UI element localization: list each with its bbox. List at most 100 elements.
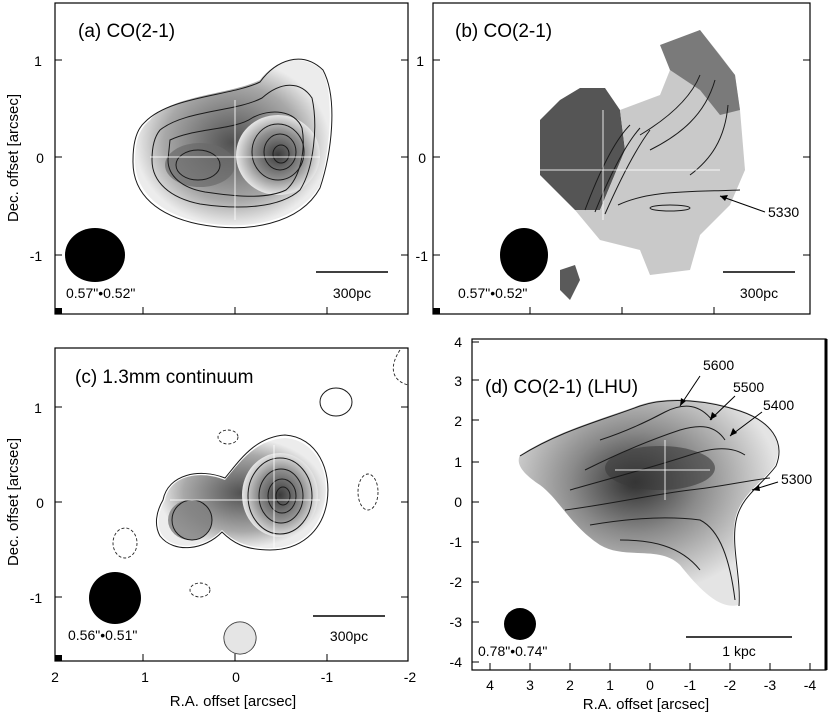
panel-d-xtick-m2: -2 (724, 677, 737, 693)
panel-d-annotation-5600: 5600 (703, 357, 734, 373)
panel-b-corner-mark (433, 308, 440, 314)
panel-b-blue-side (540, 88, 625, 210)
panel-d-ytick-m4: -4 (450, 654, 463, 670)
panel-d-annotation-5400: 5400 (763, 397, 794, 413)
panel-c: 1 0 -1 2 1 0 -1 -2 (c) 1.3mm continuum 0… (30, 347, 417, 710)
panel-a-contour-3 (167, 111, 304, 197)
panel-b-annotation: 5330 (768, 204, 799, 220)
panel-c-contour-3 (247, 457, 313, 535)
panel-b-ytick-1: 1 (416, 53, 424, 69)
panel-a-label: (a) CO(2-1) (78, 21, 175, 42)
panel-b-red-side (660, 30, 740, 115)
panel-c-contour-5 (267, 478, 297, 514)
panel-b-beam-size: 0.57"•0.52" (458, 285, 527, 301)
panel-c-xtick-2: 2 (51, 669, 59, 685)
panel-a-corner-mark (55, 308, 62, 314)
panel-c-negative-3 (357, 473, 379, 511)
panel-c-ytick-m1: -1 (30, 590, 43, 606)
panel-c-corner-mark (55, 655, 62, 661)
panel-d-ytick-1: 1 (454, 454, 462, 470)
panel-b-contour-1 (584, 124, 631, 211)
panel-d-beam (504, 608, 536, 640)
panel-b-annotation-arrowhead (720, 195, 728, 201)
top-ylabel: Dec. offset [arcsec] (5, 94, 22, 222)
panel-d-contour-5300 (564, 477, 771, 511)
panel-d-ytick-2: 2 (454, 413, 462, 429)
panel-d-contour-outer (519, 400, 780, 607)
panel-b-contour-5 (649, 79, 716, 151)
panel-a-contour-4 (175, 149, 221, 181)
panel-c-scalebar-label: 300pc (330, 628, 368, 644)
panel-c-ytick-0: 0 (36, 495, 44, 511)
panel-d-ytick-4: 4 (454, 334, 462, 350)
panel-d-ytick-m3: -3 (450, 614, 463, 630)
panel-d-xtick-0: 0 (646, 677, 654, 693)
panel-d-xtick-m4: -4 (804, 677, 817, 693)
panel-a-contour-1 (132, 58, 333, 229)
panel-b-contour-5330 (617, 189, 741, 206)
panel-b-beam (500, 228, 548, 282)
panel-c-contour-1 (155, 434, 329, 551)
panel-d-xtick-2: 2 (566, 677, 574, 693)
panel-d-contour-5500 (584, 426, 726, 471)
panel-d-label: (d) CO(2-1) (LHU) (485, 377, 638, 398)
panel-b-contour-small (649, 204, 691, 212)
panel-c-xtick-m1: -1 (321, 669, 334, 685)
panel-c-east-source (242, 453, 318, 537)
panel-b-scalebar-label: 300pc (740, 285, 778, 301)
panel-c-ytick-1: 1 (34, 400, 42, 416)
panel-d-contour-5400 (569, 448, 746, 491)
panel-c-negative-1 (217, 429, 239, 445)
panel-a-scalebar-label: 300pc (333, 285, 371, 301)
panel-c-west-source (168, 500, 212, 540)
panel-c-beam-size: 0.56"•0.51" (68, 627, 137, 643)
panel-d-xtick-m1: -1 (684, 677, 697, 693)
panel-c-negative-4 (189, 582, 211, 598)
panel-c-beam (89, 572, 141, 624)
panel-b-label: (b) CO(2-1) (455, 21, 552, 42)
panel-d-xtick-m3: -3 (764, 677, 777, 693)
panel-d-ytick-0: 0 (454, 494, 462, 510)
panel-c-xtick-1: 1 (141, 669, 149, 685)
panel-c-xtick-m2: -2 (404, 669, 417, 685)
panel-d-contour-5200 (589, 517, 736, 601)
panel-a-ytick-1: 1 (34, 53, 42, 69)
panel-d-xtick-3: 3 (526, 677, 534, 693)
panel-a-ytick-m1: -1 (30, 248, 43, 264)
panel-b-ytick-0: 0 (418, 150, 426, 166)
panel-c-contour-4 (258, 468, 304, 524)
panel-a-contour-5 (251, 123, 305, 181)
panel-c-negative-2 (112, 527, 138, 559)
panel-d-ytick-m2: -2 (450, 574, 463, 590)
panel-d-ytick-m1: -1 (450, 534, 463, 550)
panel-b-contour-3 (604, 129, 651, 215)
panel-d-contour-5600 (599, 405, 713, 441)
panel-a-contour-7 (272, 144, 290, 164)
panel-a-contour-6 (263, 133, 297, 171)
panel-a-contour-2 (151, 84, 316, 208)
panel-c-xlabel: R.A. offset [arcsec] (170, 693, 296, 710)
panel-d-beam-size: 0.78"•0.74" (478, 643, 547, 659)
panel-c-label: (c) 1.3mm continuum (75, 367, 253, 388)
panel-d-contour-5100 (619, 539, 701, 571)
panel-b-contour-2 (594, 127, 641, 213)
panel-b-blob-south (560, 265, 580, 300)
panel-d-core (605, 446, 715, 490)
panel-d: 5600 5500 5400 5300 4 3 2 1 0 -1 -2 -3 -… (450, 334, 828, 713)
panel-d-xlabel: R.A. offset [arcsec] (583, 696, 709, 713)
panel-a-ytick-0: 0 (36, 150, 44, 166)
panel-a-beam-size: 0.57"•0.52" (66, 285, 135, 301)
panel-c-xtick-0: 0 (232, 669, 240, 685)
panel-d-xtick-4: 4 (486, 677, 494, 693)
panel-d-ytick-3: 3 (454, 373, 462, 389)
panel-b-contour-4 (639, 74, 701, 136)
panel-a: 1 0 -1 (a) CO(2-1) 0.57"•0.52" 300pc (30, 2, 409, 315)
panel-d-xtick-1: 1 (606, 677, 614, 693)
bottom-ylabel: Dec. offset [arcsec] (5, 438, 22, 566)
panel-c-contour-north (319, 387, 353, 417)
panel-b-ytick-m1: -1 (416, 248, 429, 264)
panel-d-emission (518, 399, 779, 606)
panel-d-scalebar-label: 1 kpc (722, 643, 755, 659)
panel-a-east-nucleus (236, 115, 320, 195)
